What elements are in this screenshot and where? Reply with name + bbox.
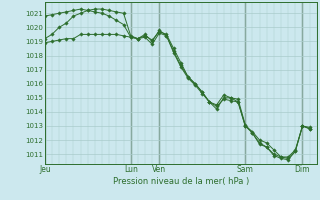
X-axis label: Pression niveau de la mer( hPa ): Pression niveau de la mer( hPa ) xyxy=(113,177,249,186)
